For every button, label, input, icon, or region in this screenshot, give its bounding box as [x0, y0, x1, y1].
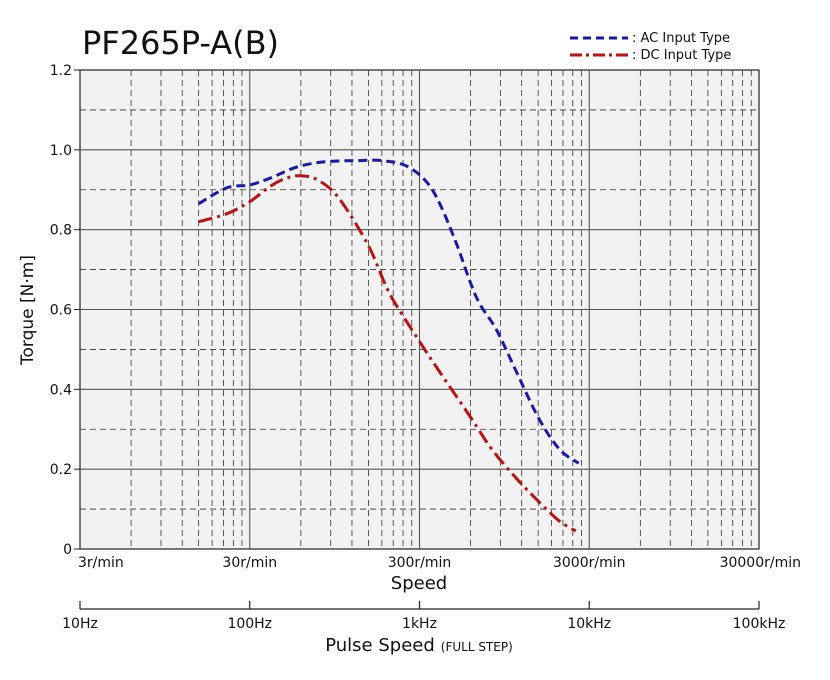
series-layer [197, 158, 580, 533]
series-dc-point [574, 530, 577, 533]
series-dc-line [198, 174, 577, 533]
pulse-axis-note: (FULL STEP) [441, 640, 513, 654]
series-ac-point [248, 184, 251, 187]
series-dc-point [286, 176, 289, 179]
series-dc-point [226, 212, 229, 215]
series-ac-point [380, 159, 383, 162]
series-ac-point [537, 416, 540, 419]
series-dc-point [418, 340, 421, 343]
series-ac-point [495, 328, 498, 331]
series-dc-point [388, 292, 391, 295]
y-tick-label: 0.8 [50, 223, 72, 239]
series-ac-line [197, 158, 580, 465]
series-dc-point [558, 520, 561, 523]
y-axis: 0 0.2 0.4 0.6 0.8 1.0 1.2 [50, 63, 80, 558]
series-dc-point [337, 196, 340, 199]
series-ac-point [226, 186, 229, 189]
x-axis-speed: 3r/min 30r/min 300r/min 3000r/min 30000r/min [78, 555, 801, 571]
legend-label-ac: : AC Input Type [632, 31, 730, 46]
series-ac-point [405, 164, 408, 167]
series-dc-point [439, 372, 442, 375]
pulse-tick-label: 10kHz [567, 616, 611, 632]
legend-label-dc: : DC Input Type [632, 48, 731, 63]
x-axis-pulse-speed: 10Hz 100Hz 1kHz 10kHz 100kHz [62, 601, 785, 632]
x-tick-label: 300r/min [388, 555, 452, 571]
series-ac-point [577, 462, 580, 465]
y-tick-label: 1.2 [50, 63, 72, 79]
y-tick-label: 0.2 [50, 462, 72, 478]
series-ac-point [197, 202, 200, 205]
series-dc-point [514, 476, 517, 479]
series-ac-point [425, 180, 428, 183]
series-dc-point [469, 416, 472, 419]
y-tick-label: 0.6 [50, 303, 72, 319]
series-dc-point [316, 178, 319, 181]
series-ac-point [456, 244, 459, 247]
series-ac-point [357, 159, 360, 162]
series-dc-point [299, 174, 302, 177]
x-tick-label: 3000r/min [553, 555, 626, 571]
x-tick-label: 30r/min [222, 555, 277, 571]
pulse-tick-label: 1kHz [402, 616, 437, 632]
pulse-axis-label: Pulse Speed (FULL STEP) [325, 635, 513, 656]
series-dc-point [537, 500, 540, 503]
legend: : AC Input Type : DC Input Type [570, 31, 731, 63]
pulse-tick-label: 100kHz [733, 616, 786, 632]
series-dc-point [248, 200, 251, 203]
x-tick-label: 30000r/min [720, 555, 801, 571]
y-tick-label: 0.4 [50, 382, 72, 398]
series-dc-point [270, 184, 273, 187]
x-tick-label: 3r/min [78, 555, 124, 571]
series-ac-point [475, 296, 478, 299]
series-ac-point [558, 448, 561, 451]
grid [80, 70, 759, 549]
x-axis-label: Speed [391, 573, 447, 594]
pulse-tick-label: 10Hz [62, 616, 98, 632]
pulse-axis-title: Pulse Speed [325, 635, 435, 656]
chart-title: PF265P-A(B) [82, 24, 279, 62]
y-axis-label: Torque [N·m] [18, 255, 38, 366]
pulse-tick-label: 100Hz [227, 616, 272, 632]
series-dc-point [490, 448, 493, 451]
series-dc-point [367, 244, 370, 247]
series-ac-point [270, 176, 273, 179]
y-tick-label: 0 [63, 542, 72, 558]
series-ac-point [514, 368, 517, 371]
series-ac-point [293, 166, 296, 169]
series-ac-point [316, 161, 319, 164]
series-dc-point [197, 220, 200, 223]
y-tick-label: 1.0 [50, 143, 72, 159]
series-ac-point [337, 160, 340, 163]
series-ac-point [439, 204, 442, 207]
